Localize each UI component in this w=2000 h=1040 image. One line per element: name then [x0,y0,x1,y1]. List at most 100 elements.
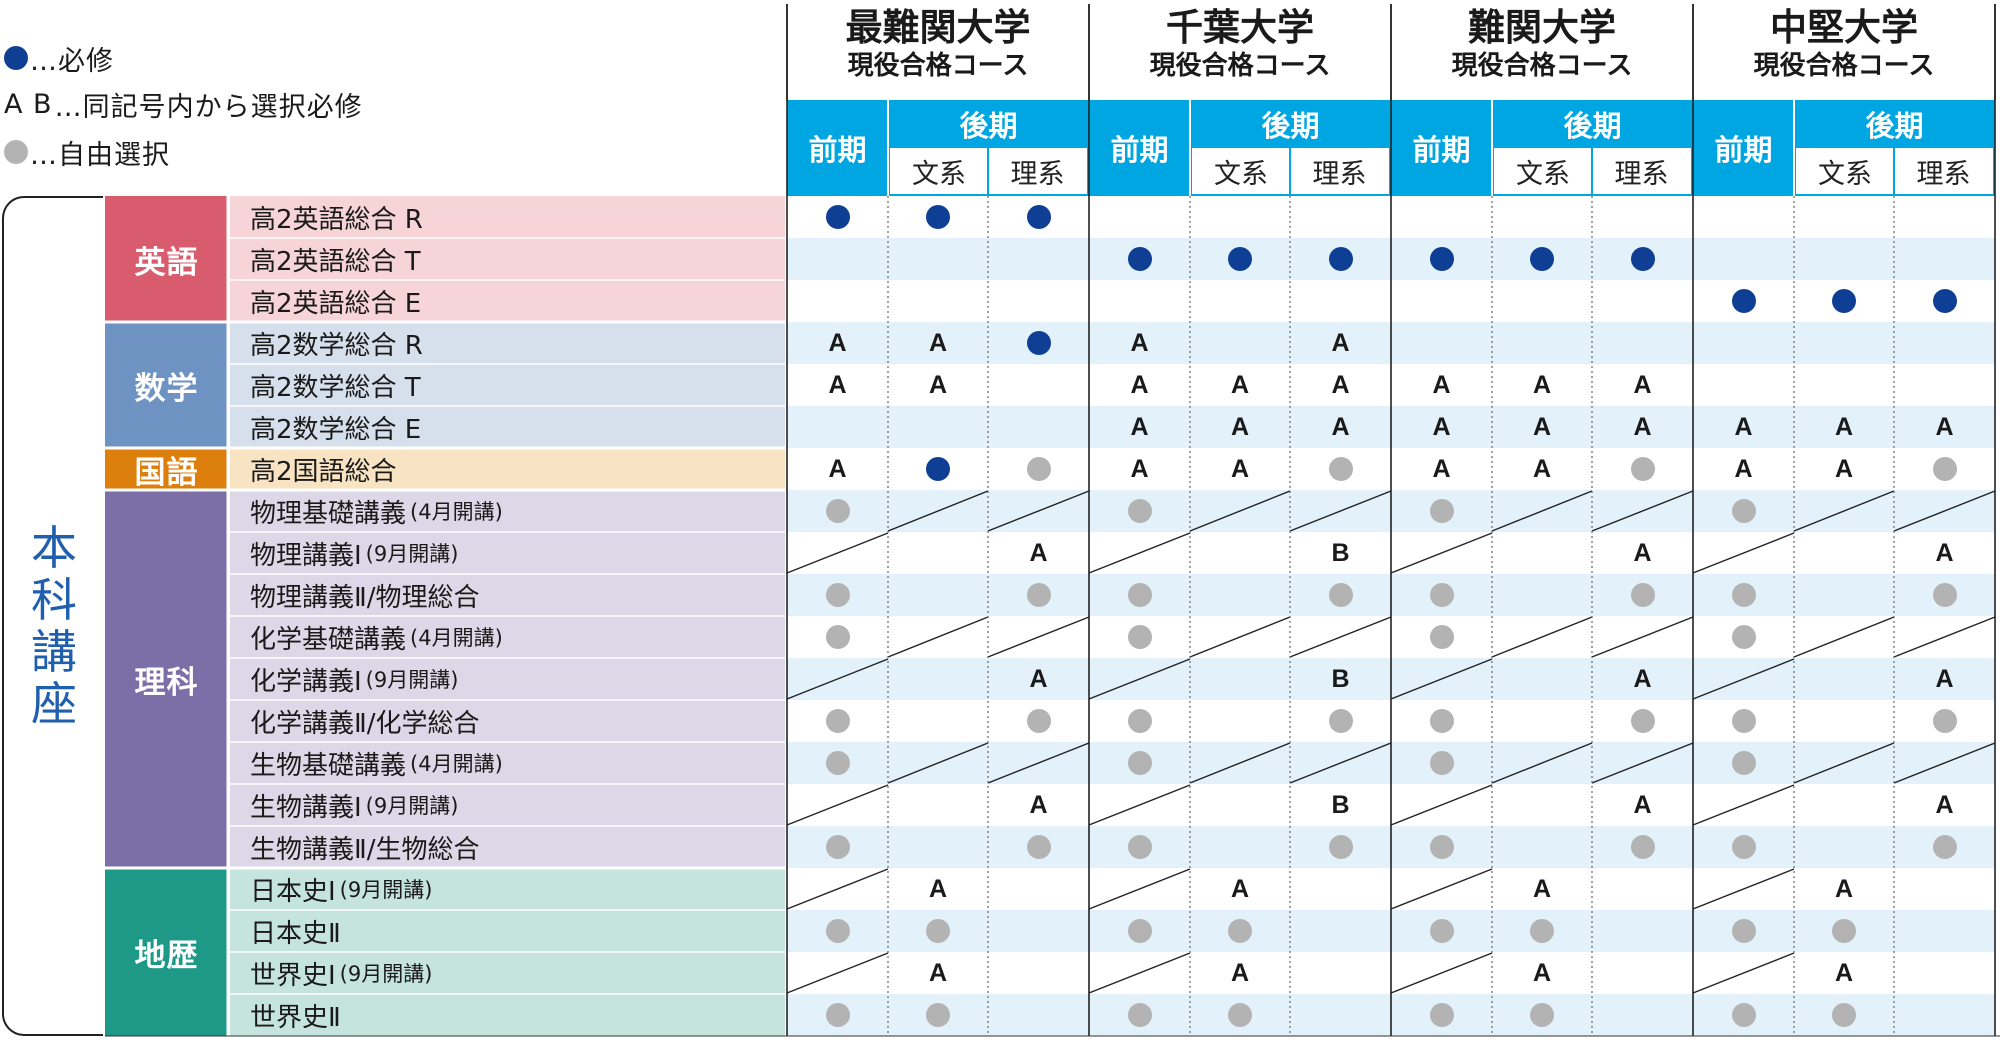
subject-cell: 数学 [105,322,228,448]
course-cell: 高2英語総合 R [230,196,785,238]
choice-mark: A [928,371,948,399]
term-sciences: 理系 [1592,148,1691,194]
course-name: 物理基礎講義 [250,498,407,529]
course-cell: 生物講義Ⅱ/生物総合 [230,826,785,868]
optional-mark [1429,583,1454,607]
optional-mark [1932,709,1957,733]
legend-text: …必修 [30,45,114,77]
course-name: 世界史Ⅱ [250,1002,341,1033]
term-sciences: 理系 [988,148,1087,194]
optional-mark [825,751,850,775]
not-offered-slash [1390,868,1493,910]
course-type: 現役合格コース [1149,51,1331,81]
term-sciences: 理系 [1290,148,1389,194]
optional-mark [1026,457,1051,481]
choice-mark: A [1230,959,1250,987]
not-offered-slash [786,952,889,994]
course-name: 生物基礎講義 [250,750,407,781]
required-mark [1530,247,1554,271]
section-label-char: 科 [31,573,77,627]
required-dot-icon [4,46,28,70]
choice-mark: A [1532,455,1552,483]
term-humanities: 文系 [1494,148,1592,194]
course-type: 現役合格コース [847,51,1029,81]
course-name: 生物講義Ⅰ [250,792,362,823]
required-mark [1832,289,1856,313]
choice-mark: A [1029,539,1048,567]
term-first: 前期 [1714,133,1773,167]
not-offered-slash [1692,952,1795,994]
choice-mark: A [1432,371,1451,399]
optional-mark [825,1003,850,1027]
choice-mark: A [1734,455,1753,483]
optional-mark [1127,751,1152,775]
choice-mark: A [1834,959,1854,987]
required-mark [1026,205,1051,229]
course-cell: 高2数学総合 R [230,322,785,364]
choice-mark: A [1935,539,1954,567]
choice-mark: A [1532,875,1552,903]
optional-mark [1429,709,1454,733]
section-label-char: 講 [31,625,77,679]
not-offered-slash [987,616,1090,658]
course-name: 生物講義Ⅱ/生物総合 [250,834,480,865]
choice-mark: A [928,329,948,357]
row-stripe [787,826,1995,868]
subject-cell: 地歴 [105,868,228,1036]
university-header: 難関大学 現役合格コース [1391,6,1693,82]
required-mark [1429,247,1454,271]
choice-mark: A [1432,455,1451,483]
optional-mark [926,1003,950,1027]
choice-mark: A [1935,791,1954,819]
required-mark [1731,289,1756,313]
optional-mark [1228,919,1252,943]
optional-mark [1328,709,1353,733]
course-name: 世界史Ⅰ [250,960,336,991]
row-stripe [787,322,1995,364]
legend-item: …必修 [4,40,114,77]
subject-cell: 国語 [105,448,228,491]
not-offered-slash [1289,616,1392,658]
choice-mark: A [1029,665,1048,693]
choice-mark: A [1130,413,1149,441]
course-name: 高2英語総合 R [250,204,423,235]
choice-mark: A [1834,413,1854,441]
choice-mark: B [1331,791,1350,819]
course-cell: 物理基礎講義 (4月開講) [230,490,785,532]
course-note: (9月開講) [365,668,459,692]
row-stripe [787,406,1995,448]
not-offered-slash [786,784,889,826]
university-name: 最難関大学 [845,6,1031,49]
row-stripe [787,238,1995,280]
choice-mark: A [1230,371,1250,399]
choice-mark: A [1130,455,1149,483]
not-offered-slash [1390,784,1493,826]
optional-mark [1127,835,1152,859]
course-type: 現役合格コース [1451,51,1633,81]
choice-mark: A [1633,791,1652,819]
section-label-char: 座 [31,677,77,731]
not-offered-slash [1088,784,1191,826]
optional-mark [1429,919,1454,943]
course-name: 高2数学総合 T [250,372,421,403]
optional-mark [1630,583,1655,607]
subject-cell: 英語 [105,196,228,322]
course-name: 高2国語総合 [250,456,397,487]
course-name: 化学講義Ⅰ [250,666,362,697]
optional-mark [1731,835,1756,859]
row-stripe [787,658,1995,700]
optional-mark [1731,583,1756,607]
course-cell: 化学講義Ⅱ/化学総合 [230,700,785,742]
not-offered-slash [887,616,989,658]
university-name: 千葉大学 [1166,6,1314,49]
optional-mark [1731,499,1756,523]
legend-item: …自由選択 [4,134,170,171]
choice-mark: A [828,371,847,399]
choice-mark: A [1432,413,1451,441]
optional-mark [1932,457,1957,481]
choice-mark: A [1633,665,1652,693]
course-cell: 世界史Ⅰ (9月開講) [230,952,785,994]
optional-mark [1832,1003,1856,1027]
course-name: 化学基礎講義 [250,624,407,655]
